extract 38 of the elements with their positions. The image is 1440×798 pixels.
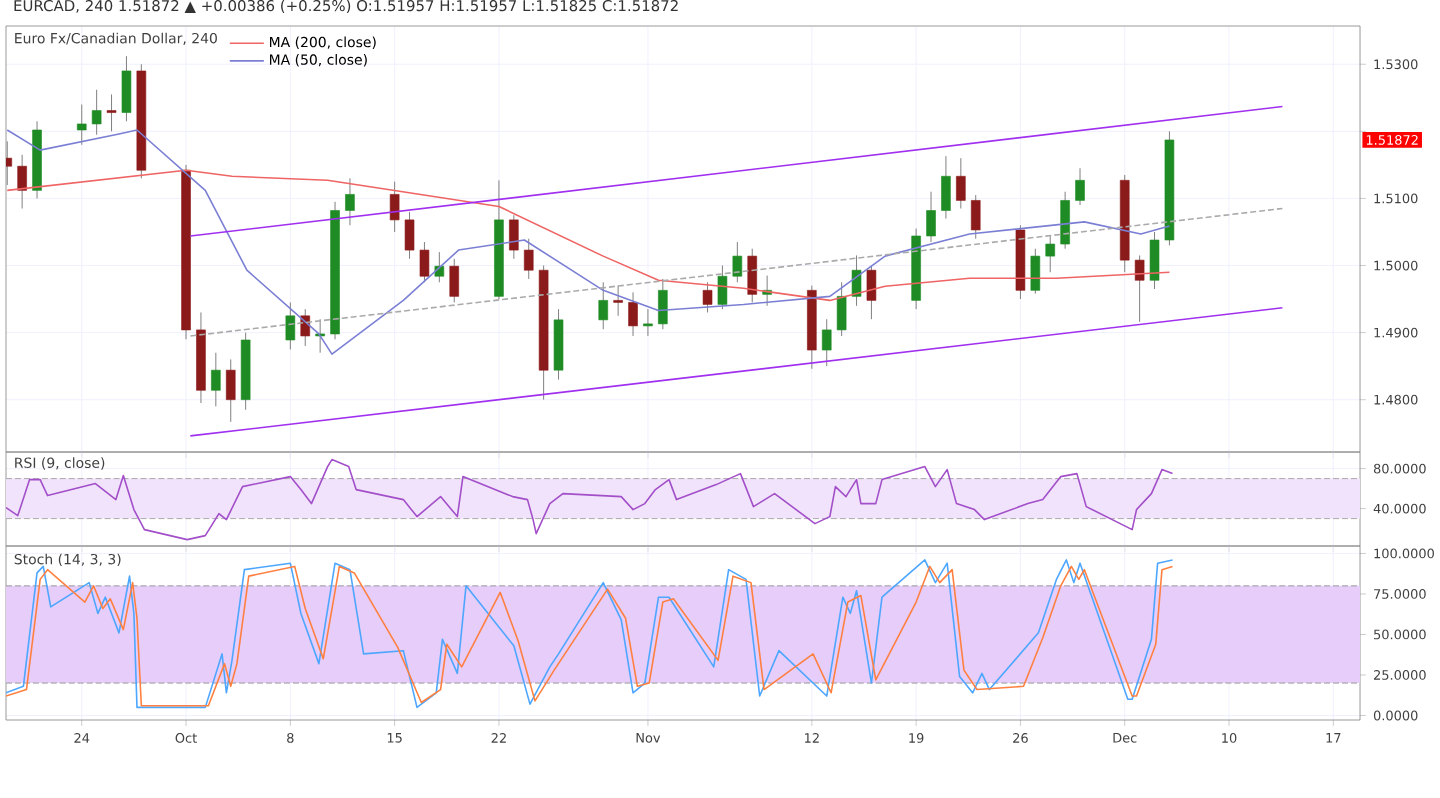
candlestick <box>76 103 87 146</box>
candlestick <box>449 258 459 303</box>
candlestick <box>106 93 117 132</box>
candlestick <box>419 241 430 283</box>
candlestick <box>121 55 132 122</box>
candlestick <box>821 318 832 367</box>
candlestick <box>643 308 653 337</box>
candlestick <box>225 358 236 423</box>
candlestick <box>628 291 638 337</box>
candlestick <box>404 211 415 260</box>
candlestick <box>1045 234 1055 273</box>
candlestick <box>1149 231 1160 290</box>
candlestick <box>836 281 847 337</box>
candlestick <box>345 177 355 226</box>
candlestick <box>17 154 27 209</box>
candlestick <box>211 352 221 407</box>
candlestick <box>1075 167 1085 206</box>
candlestick <box>315 318 325 354</box>
candlestick <box>523 238 534 280</box>
candlestick <box>1134 254 1145 323</box>
candlestick <box>747 248 757 303</box>
candlestick <box>702 281 713 313</box>
candlestick <box>866 265 877 320</box>
candlestick <box>91 89 102 136</box>
candlestick <box>613 285 623 317</box>
candlestick <box>717 265 728 310</box>
candlestick <box>509 214 519 260</box>
candlestick <box>970 194 981 240</box>
candlestick <box>1030 248 1041 295</box>
candlestick <box>598 281 608 330</box>
candlestick <box>956 157 966 209</box>
candlestick <box>1060 191 1070 250</box>
candlestick <box>658 278 668 330</box>
candlestick <box>389 181 400 233</box>
candlestick <box>285 301 296 350</box>
candlestick <box>732 241 743 283</box>
candlestick <box>926 191 936 243</box>
candlestick <box>941 155 951 220</box>
